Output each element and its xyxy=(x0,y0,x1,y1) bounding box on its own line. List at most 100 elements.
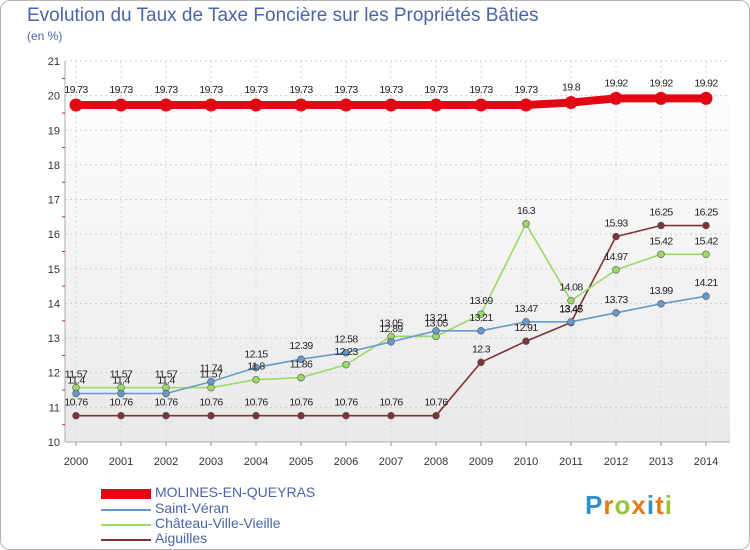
data-point-chateau-ville-vieille xyxy=(702,250,710,258)
data-point-saint-veran xyxy=(207,378,215,386)
data-label-chateau-ville-vieille: 13.69 xyxy=(469,295,493,307)
logo-letter: t xyxy=(655,490,665,520)
legend-label-molines: MOLINES-EN-QUEYRAS xyxy=(155,484,316,500)
logo-letter: P xyxy=(585,490,604,520)
legend-swatch-aiguilles xyxy=(101,539,151,541)
data-point-chateau-ville-vieille xyxy=(567,296,575,305)
data-label-aiguilles: 10.76 xyxy=(154,397,178,409)
x-tick-label: 2004 xyxy=(244,456,268,468)
data-label-saint-veran: 13.99 xyxy=(649,285,673,297)
data-point-aiguilles xyxy=(207,411,215,420)
data-point-molines xyxy=(564,96,578,110)
data-label-aiguilles: 12.91 xyxy=(514,322,538,334)
data-point-molines xyxy=(294,98,308,112)
x-tick-label: 2009 xyxy=(469,456,493,468)
data-label-molines: 19.8 xyxy=(562,82,581,94)
data-label-aiguilles: 13.45 xyxy=(559,304,583,316)
data-label-molines: 19.73 xyxy=(199,84,223,96)
data-point-molines xyxy=(249,98,263,112)
data-point-saint-veran xyxy=(342,348,350,357)
y-tick-label: 18 xyxy=(48,160,60,172)
y-tick-label: 14 xyxy=(48,298,60,310)
logo-letter: i xyxy=(646,490,656,520)
data-point-molines xyxy=(609,91,623,105)
x-tick-label: 2005 xyxy=(289,456,313,468)
data-label-aiguilles: 16.25 xyxy=(694,207,718,219)
data-label-chateau-ville-vieille: 11.57 xyxy=(200,369,223,381)
y-tick-label: 11 xyxy=(49,402,60,414)
data-point-aiguilles xyxy=(477,358,485,367)
data-label-chateau-ville-vieille: 11.86 xyxy=(290,359,313,371)
data-point-molines xyxy=(429,98,443,112)
data-label-molines: 19.73 xyxy=(244,84,268,96)
data-label-saint-veran: 13.21 xyxy=(424,312,448,324)
data-label-molines: 19.92 xyxy=(694,77,718,89)
data-point-aiguilles xyxy=(522,337,530,345)
legend-swatch-saint-veran xyxy=(101,509,151,511)
data-point-chateau-ville-vieille xyxy=(477,310,485,318)
data-point-saint-veran xyxy=(477,327,485,335)
x-tick-label: 2000 xyxy=(64,456,88,468)
data-point-saint-veran xyxy=(657,300,665,308)
legend-label-chateau-ville-vieille: Château-Ville-Vieille xyxy=(155,515,281,531)
data-point-aiguilles xyxy=(342,411,350,420)
data-point-saint-veran xyxy=(297,355,305,363)
proxiti-logo: Proxiti xyxy=(585,490,673,521)
plot-area xyxy=(65,61,730,442)
x-tick-label: 2010 xyxy=(514,456,538,468)
data-point-aiguilles xyxy=(297,411,305,420)
data-point-aiguilles xyxy=(702,221,710,230)
data-label-saint-veran: 12.15 xyxy=(244,349,268,361)
data-label-aiguilles: 16.25 xyxy=(649,207,673,219)
y-unit-label: (en %) xyxy=(27,29,63,43)
x-tick-label: 2012 xyxy=(604,456,628,468)
x-tick-label: 2003 xyxy=(199,456,223,468)
data-label-chateau-ville-vieille: 11.57 xyxy=(155,369,178,381)
data-point-aiguilles xyxy=(612,232,620,241)
data-point-molines xyxy=(339,98,353,112)
x-tick-label: 2006 xyxy=(334,456,358,468)
data-label-saint-veran: 14.21 xyxy=(694,277,718,289)
data-label-molines: 19.73 xyxy=(289,84,313,96)
data-label-saint-veran: 11.74 xyxy=(200,363,223,375)
data-label-chateau-ville-vieille: 14.97 xyxy=(604,251,628,263)
y-tick-label: 10 xyxy=(48,437,60,449)
data-label-saint-veran: 11.4 xyxy=(157,375,175,387)
data-label-aiguilles: 12.3 xyxy=(472,343,491,355)
data-label-molines: 19.73 xyxy=(514,84,538,96)
data-label-aiguilles: 10.76 xyxy=(109,397,133,409)
legend-swatch-molines xyxy=(101,489,151,499)
legend-label-aiguilles: Aiguilles xyxy=(155,530,208,546)
logo-letter: o xyxy=(614,490,632,520)
data-point-molines xyxy=(384,98,398,112)
y-tick-label: 21 xyxy=(48,56,60,68)
data-label-chateau-ville-vieille: 11.8 xyxy=(247,361,265,373)
legend-swatch-chateau-ville-vieille xyxy=(101,524,151,526)
data-label-molines: 19.73 xyxy=(334,84,358,96)
data-label-saint-veran: 12.58 xyxy=(334,334,358,346)
data-label-molines: 19.92 xyxy=(604,77,628,89)
data-point-molines xyxy=(69,98,83,112)
data-label-chateau-ville-vieille: 16.3 xyxy=(517,205,536,217)
data-label-molines: 19.73 xyxy=(109,84,133,96)
data-point-molines xyxy=(474,98,488,112)
data-label-saint-veran: 11.4 xyxy=(67,375,85,387)
data-label-aiguilles: 10.76 xyxy=(64,397,88,409)
data-point-saint-veran xyxy=(702,292,710,300)
y-tick-label: 13 xyxy=(48,333,60,345)
data-label-molines: 19.73 xyxy=(154,84,178,96)
data-label-chateau-ville-vieille: 12.23 xyxy=(334,346,358,358)
data-label-chateau-ville-vieille: 13.05 xyxy=(379,317,403,329)
data-label-chateau-ville-vieille: 14.08 xyxy=(559,282,583,294)
data-label-aiguilles: 10.76 xyxy=(199,397,223,409)
legend-label-saint-veran: Saint-Véran xyxy=(155,500,229,516)
x-tick-label: 2014 xyxy=(694,456,718,468)
data-point-molines xyxy=(114,98,128,112)
data-label-aiguilles: 10.76 xyxy=(289,397,313,409)
data-label-aiguilles: 15.93 xyxy=(604,218,628,230)
data-point-aiguilles xyxy=(117,411,125,420)
data-label-saint-veran: 12.89 xyxy=(379,323,403,335)
x-tick-label: 2011 xyxy=(559,456,583,468)
data-point-saint-veran xyxy=(567,318,575,326)
data-point-saint-veran xyxy=(387,338,395,346)
